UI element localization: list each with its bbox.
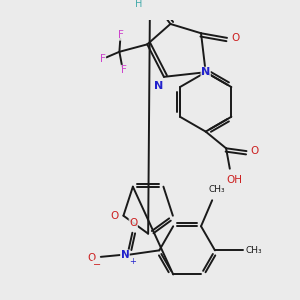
Text: N: N — [121, 250, 129, 260]
Text: OH: OH — [226, 175, 242, 185]
Text: +: + — [129, 257, 136, 266]
Text: H: H — [135, 0, 142, 8]
Text: CH₃: CH₃ — [246, 246, 262, 255]
Text: F: F — [118, 30, 124, 40]
Text: O: O — [129, 218, 137, 229]
Text: F: F — [100, 54, 106, 64]
Text: −: − — [93, 260, 101, 270]
Text: O: O — [110, 211, 118, 221]
Text: N: N — [154, 81, 163, 91]
Text: O: O — [251, 146, 259, 156]
Text: F: F — [121, 65, 127, 75]
Text: N: N — [201, 67, 210, 77]
Text: O: O — [87, 253, 96, 263]
Text: O: O — [231, 33, 239, 43]
Text: CH₃: CH₃ — [208, 184, 225, 194]
